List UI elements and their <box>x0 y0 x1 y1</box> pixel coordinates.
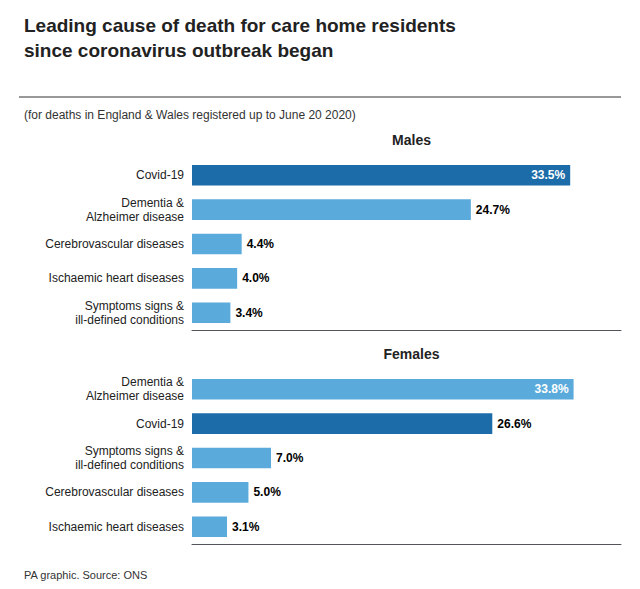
svg-text:Symptoms signs &: Symptoms signs & <box>85 444 184 458</box>
svg-text:Cerebrovascular diseases: Cerebrovascular diseases <box>45 485 184 499</box>
svg-text:24.7%: 24.7% <box>476 203 510 217</box>
svg-text:5.0%: 5.0% <box>253 485 281 499</box>
svg-text:3.1%: 3.1% <box>232 520 260 534</box>
svg-text:7.0%: 7.0% <box>276 451 304 465</box>
svg-text:4.4%: 4.4% <box>247 237 275 251</box>
svg-text:Ischaemic heart diseases: Ischaemic heart diseases <box>49 520 184 534</box>
svg-text:Symptoms signs &: Symptoms signs & <box>85 299 184 313</box>
svg-text:Covid-19: Covid-19 <box>136 417 184 431</box>
svg-text:4.0%: 4.0% <box>242 271 270 285</box>
svg-text:since coronavirus outbreak beg: since coronavirus outbreak began <box>24 40 333 61</box>
svg-text:Alzheimer disease: Alzheimer disease <box>86 210 184 224</box>
svg-text:ill-defined conditions: ill-defined conditions <box>75 313 184 327</box>
svg-text:33.5%: 33.5% <box>531 168 565 182</box>
svg-text:3.4%: 3.4% <box>235 306 263 320</box>
svg-text:Dementia &: Dementia & <box>121 375 184 389</box>
svg-text:ill-defined conditions: ill-defined conditions <box>75 458 184 472</box>
svg-text:Ischaemic heart diseases: Ischaemic heart diseases <box>49 271 184 285</box>
svg-text:PA graphic. Source: ONS: PA graphic. Source: ONS <box>24 569 147 581</box>
svg-text:Cerebrovascular diseases: Cerebrovascular diseases <box>45 237 184 251</box>
svg-text:26.6%: 26.6% <box>497 417 531 431</box>
svg-text:33.8%: 33.8% <box>535 382 569 396</box>
svg-text:Leading cause of death for car: Leading cause of death for care home res… <box>24 15 456 36</box>
svg-text:Dementia &: Dementia & <box>121 196 184 210</box>
svg-text:Covid-19: Covid-19 <box>136 168 184 182</box>
svg-text:Males: Males <box>392 132 431 148</box>
svg-text:(for deaths in England & Wales: (for deaths in England & Wales registere… <box>24 108 356 122</box>
svg-text:Females: Females <box>383 346 439 362</box>
svg-text:Alzheimer disease: Alzheimer disease <box>86 389 184 403</box>
